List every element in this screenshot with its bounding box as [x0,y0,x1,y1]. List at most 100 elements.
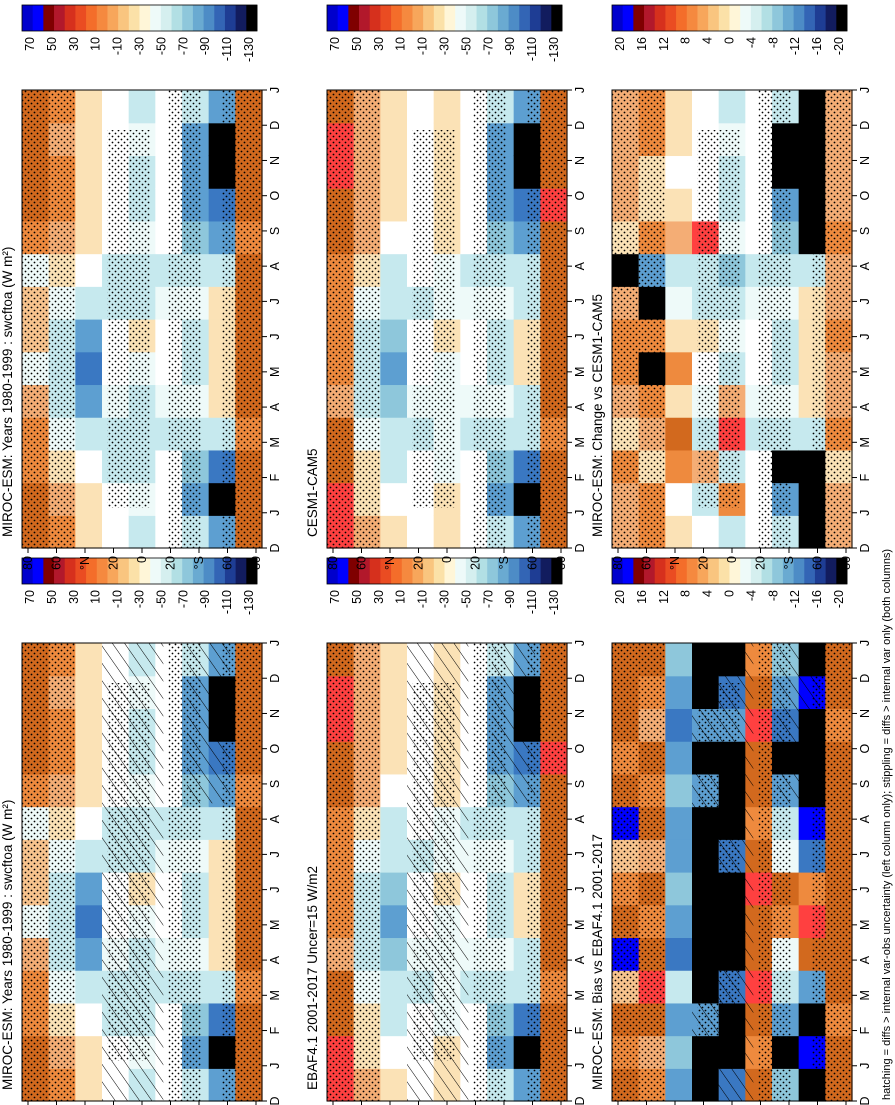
colorbar-swatch [369,558,381,584]
colorbar-swatch [444,558,456,584]
heatmap-cell [380,155,408,189]
heatmap-cell [380,515,408,549]
heatmap-cell [75,1068,103,1102]
colorbar-swatch [761,558,773,584]
hatch-region [102,643,164,1101]
colorbar-swatch [729,5,741,31]
colorbar-swatch [32,558,44,584]
colorbar-swatch [551,558,563,584]
colorbar-4: 70 50 30 10 -10 -30 -50 -70 -90 -110 -130 [326,4,563,62]
colorbar-swatch [519,5,531,31]
y-tick-label: 60 [221,556,235,570]
colorbar-swatch [665,558,677,584]
x-tick-label: M [858,367,872,377]
colorbar-swatch [476,558,488,584]
colorbar-swatch [750,558,762,584]
colorbar-swatch [43,5,55,31]
heatmap-cell [665,351,693,386]
colorbar-tick-label: -10 [111,37,125,55]
heatmap-cell [75,449,103,484]
colorbar-swatch [22,5,34,31]
x-tick-label: F [858,1026,872,1034]
colorbar-tick-label: -8 [766,590,780,601]
stipple-region [412,130,455,508]
y-tick-label: 80 [249,556,263,570]
colorbar-swatch [612,5,624,31]
colorbar-tick-label: 30 [372,37,386,51]
colorbar-swatch [118,5,130,31]
heatmap-cell [380,741,408,775]
heatmap-cell [75,515,103,549]
colorbar-swatch [171,5,183,31]
x-tick-label: D [573,1096,587,1105]
heatmap-cell [407,90,435,124]
heatmap-cell [380,417,408,451]
hatch-region [692,643,754,1101]
colorbar-swatch [551,5,563,31]
colorbar-swatch [455,558,467,584]
colorbar-swatch [246,558,258,584]
colorbar-tick-label: 0 [723,590,737,597]
x-tick-label: A [268,261,282,270]
hatch-region [407,643,469,1101]
heatmap-cell [75,708,103,742]
colorbar-tick-label: 20 [613,590,627,604]
colorbar-swatch [836,558,848,584]
colorbar-swatch [772,558,784,584]
heatmap-cell [380,319,408,353]
x-tick-label: S [573,780,587,788]
heatmap-cell [380,286,408,320]
colorbar-frame [611,557,848,585]
colorbar-swatch [43,558,55,584]
colorbar-5: 20 16 12 8 4 0 -4 -8 -12 -16 -20 [611,557,848,608]
colorbar-tick-label: 30 [67,37,81,51]
panel-6: D J F M A M J J A S O N D J 80 60 °N 20 0 20 °S 60 80 20 16 12 8 4… [590,4,872,570]
colorbar-swatch [214,5,226,31]
heatmap-cell [665,220,693,255]
colorbar-swatch [337,558,349,584]
heatmap-cell [380,384,408,418]
heatmap-cell [380,220,408,255]
colorbar-swatch [182,5,194,31]
colorbar-swatch [444,5,456,31]
x-tick-label: J [858,298,872,304]
colorbar-swatch [86,5,98,31]
stipple-region [612,90,666,548]
stipple-region [697,130,740,508]
y-tick-label: 80 [554,556,568,570]
panel-title: MIROC-ESM: Bias vs EBAF4.1 2001-2017 [590,834,605,1090]
heatmap-cell [665,1068,693,1102]
heatmap-cell [407,515,435,549]
heatmap-cell [665,515,693,549]
heatmap-cell [665,319,693,353]
heatmap-cell [75,188,103,222]
x-tick-label: S [268,780,282,788]
x-tick-label: J [573,886,587,892]
x-tick-label: D [858,121,872,130]
colorbar-tick-label: 12 [657,37,671,51]
colorbar-swatch [348,5,360,31]
colorbar-tick-label: -50 [459,37,473,55]
y-tick-label: 60 [526,556,540,570]
x-tick-label: D [858,674,872,683]
x-tick-label: J [858,851,872,857]
heatmap-cell [665,643,693,677]
colorbar-tick-label: -4 [744,590,758,601]
x-tick-label: A [858,955,872,964]
colorbar-swatch [391,558,403,584]
colorbar-swatch [686,558,698,584]
colorbar-swatch [96,558,108,584]
y-tick-label: 60 [640,556,654,570]
x-tick-label: D [573,674,587,683]
heatmap-cell [665,1002,693,1037]
x-tick-label: A [268,402,282,411]
colorbar-swatch [497,5,509,31]
colorbar-tick-label: 30 [67,590,81,604]
colorbar-swatch [676,5,688,31]
x-tick-label: O [268,744,282,754]
x-tick-label: A [573,261,587,270]
heatmap-cell [75,806,103,840]
heatmap-cell [380,970,408,1004]
colorbar-tick-label: -30 [133,37,147,55]
panel-title: EBAF4.1 2001-2017 Uncer=15 W/m2 [305,866,320,1090]
